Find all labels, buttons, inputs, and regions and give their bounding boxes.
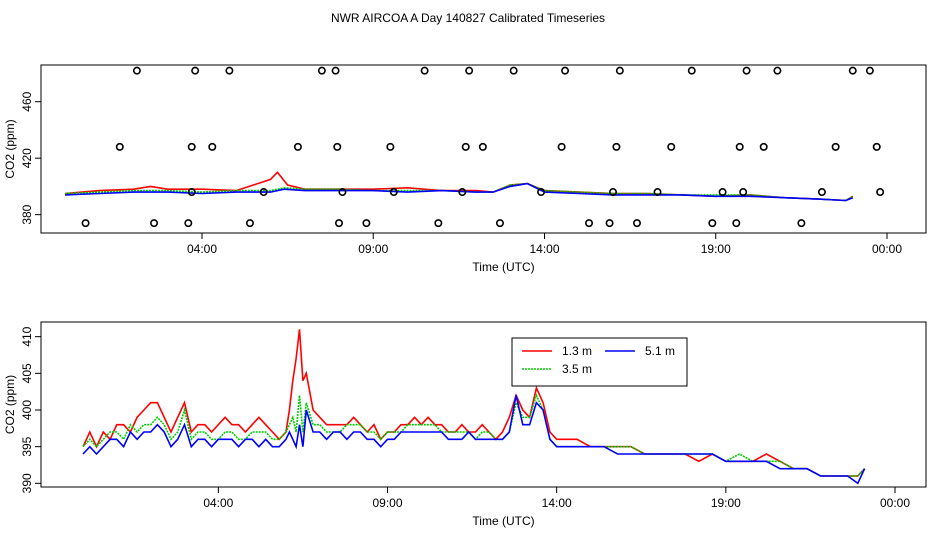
calibration-point	[608, 188, 617, 197]
x-tick-label: 04:00	[203, 496, 233, 510]
calibration-point	[708, 219, 717, 228]
x-tick-label: 00:00	[872, 242, 902, 256]
y-tick-label: 390	[20, 473, 34, 493]
calibration-point	[420, 66, 429, 75]
chart-title: NWR AIRCOA A Day 140827 Calibrated Times…	[331, 11, 605, 25]
y-tick-label: 405	[20, 363, 34, 383]
calibration-point	[632, 219, 641, 228]
calibration-point	[458, 188, 467, 197]
calibration-point	[389, 188, 398, 197]
calibration-point	[81, 219, 90, 228]
calibration-point	[386, 142, 395, 151]
y-tick-label: 460	[20, 91, 34, 111]
calibration-point	[338, 188, 347, 197]
calibration-point	[331, 66, 340, 75]
x-tick-label: 09:00	[358, 242, 388, 256]
calibration-point	[848, 66, 857, 75]
calibration-point	[225, 66, 234, 75]
calibration-point	[773, 66, 782, 75]
x-tick-label: 04:00	[187, 242, 217, 256]
calibration-point	[653, 188, 662, 197]
calibration-point	[245, 219, 254, 228]
x-tick-label: 00:00	[880, 496, 910, 510]
calibration-point	[605, 219, 614, 228]
series-1-3-m	[82, 329, 866, 477]
calibration-point	[739, 188, 748, 197]
calibration-point	[585, 219, 594, 228]
calibration-point	[742, 66, 751, 75]
y-tick-label: 410	[20, 326, 34, 346]
calibration-point	[831, 142, 840, 151]
calibration-point	[333, 142, 342, 151]
calibration-point	[317, 66, 326, 75]
y-axis-label: CO2 (ppm)	[3, 119, 17, 178]
calibration-point	[872, 142, 881, 151]
calibration-point	[187, 188, 196, 197]
calibration-point	[465, 66, 474, 75]
top-panel: 04:00 09:00 14:00 19:00 00:00 380 420 460 Time (…	[3, 64, 927, 274]
calibration-point	[187, 142, 196, 151]
calibration-point	[293, 142, 302, 151]
legend-label: 3.5 m	[562, 362, 592, 376]
plot-frame	[40, 64, 927, 234]
y-axis-label: CO2 (ppm)	[3, 375, 17, 434]
calibration-point	[132, 66, 141, 75]
legend-label: 1.3 m	[562, 344, 592, 358]
calibration-point	[732, 219, 741, 228]
calibration-point	[865, 66, 874, 75]
calibration-point	[461, 142, 470, 151]
y-tick-label: 380	[20, 204, 34, 224]
calibration-point	[362, 219, 371, 228]
bottom-panel: 04:00 09:00 14:00 19:00 00:00 390 395 400 405 410…	[3, 321, 927, 528]
calibration-point	[150, 219, 159, 228]
x-axis-label: Time (UTC)	[472, 260, 534, 274]
calibration-point	[434, 219, 443, 228]
calibration-point	[876, 188, 885, 197]
calibration-point	[687, 66, 696, 75]
calibration-point	[561, 66, 570, 75]
x-tick-label: 14:00	[529, 242, 559, 256]
y-tick-label: 400	[20, 400, 34, 420]
calibration-point	[735, 142, 744, 151]
legend-box	[511, 337, 688, 387]
calibration-point	[208, 142, 217, 151]
x-tick-label: 19:00	[711, 496, 741, 510]
y-tick-label: 395	[20, 436, 34, 456]
calibration-point	[615, 66, 624, 75]
calibration-point	[184, 219, 193, 228]
x-tick-label: 09:00	[372, 496, 402, 510]
series-3-5-m	[82, 393, 866, 477]
calibration-point	[817, 188, 826, 197]
calibration-point	[478, 142, 487, 151]
series-5-1-m	[82, 395, 866, 485]
calibration-point	[557, 142, 566, 151]
plot-frame	[40, 321, 927, 488]
calibration-point	[495, 219, 504, 228]
calibration-point	[509, 66, 518, 75]
calibration-point	[718, 188, 727, 197]
x-tick-label: 19:00	[701, 242, 731, 256]
legend-label: 5.1 m	[645, 344, 675, 358]
calibration-point	[797, 219, 806, 228]
calibration-point	[334, 219, 343, 228]
x-axis-label: Time (UTC)	[472, 514, 534, 528]
calibration-point	[537, 188, 546, 197]
x-tick-label: 14:00	[542, 496, 572, 510]
calibration-point	[191, 66, 200, 75]
calibration-point	[759, 142, 768, 151]
calibration-point	[259, 188, 268, 197]
calibration-point	[115, 142, 124, 151]
calibration-point	[667, 142, 676, 151]
y-tick-label: 420	[20, 148, 34, 168]
legend: 1.3 m 5.1 m 3.5 m	[511, 337, 688, 387]
calibration-point	[612, 142, 621, 151]
series-5-1-m	[64, 182, 854, 202]
